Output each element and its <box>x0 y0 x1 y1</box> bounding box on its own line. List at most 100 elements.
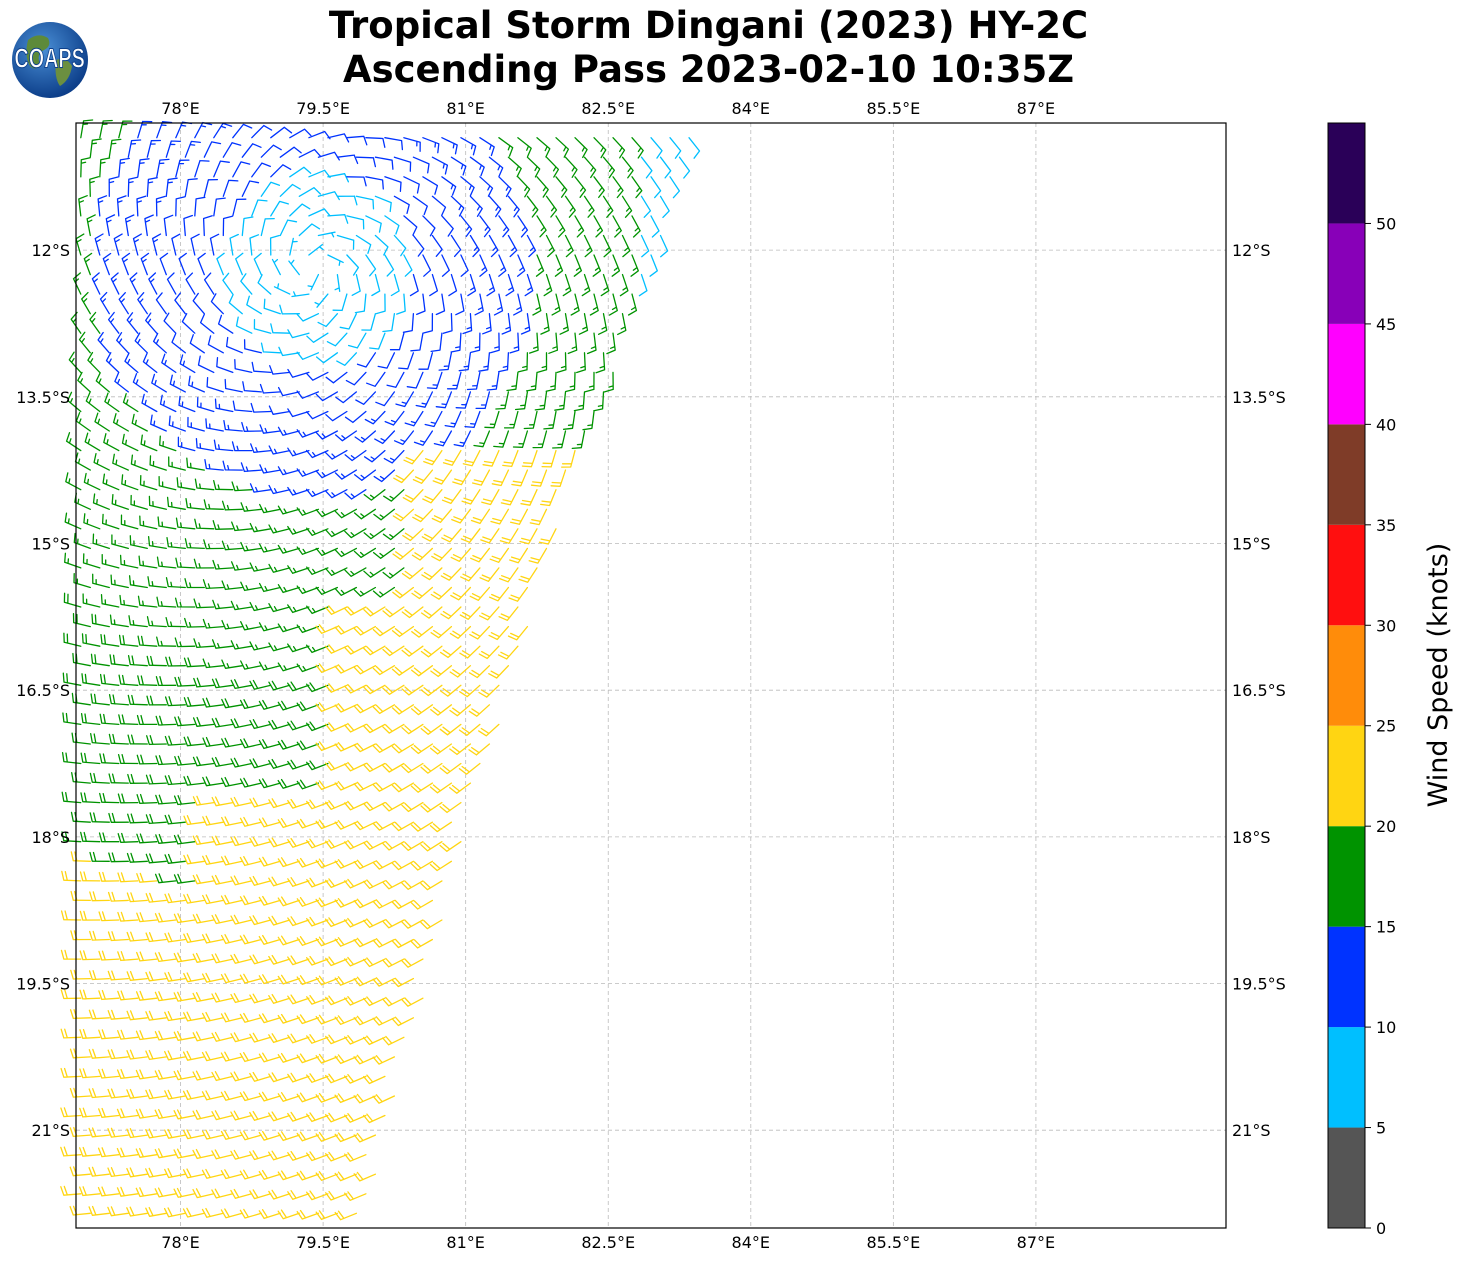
wind-barb-751 <box>439 645 462 659</box>
wind-barb-284 <box>137 292 148 315</box>
wind-barb-72 <box>213 160 230 178</box>
wind-barb-520 <box>334 469 358 480</box>
wind-barb-1121 <box>306 994 329 1005</box>
left-lat-ticks: 12°S 13.5°S 15°S 16.5°S 18°S 19.5°S 21°S <box>16 241 70 1140</box>
wind-barb-1047 <box>343 917 367 928</box>
wind-barb-1147 <box>98 1029 120 1040</box>
wind-barb-902 <box>296 779 320 790</box>
wind-barb-903 <box>315 780 339 791</box>
wind-barb-246 <box>562 273 572 297</box>
wind-barb-1304 <box>239 1208 262 1219</box>
wind-barb-863 <box>391 743 415 754</box>
wind-barb-597 <box>325 528 348 538</box>
wind-barb-571 <box>315 508 339 518</box>
wind-barb-40 <box>222 142 242 158</box>
wind-barb-776 <box>468 665 491 679</box>
wind-barb-649 <box>344 567 367 577</box>
right-lat-ticks: 12°S 13.5°S 15°S 16.5°S 18°S 19.5°S 21°S <box>1232 241 1286 1140</box>
wind-barb-836 <box>306 721 329 732</box>
lon-tick-bottom-1: 79.5°E <box>296 1233 350 1252</box>
wind-barb-833 <box>249 719 272 730</box>
wind-barb-501 <box>482 449 500 467</box>
wind-barb-838 <box>344 722 367 733</box>
wind-barb-811 <box>258 699 281 710</box>
wind-barb-141 <box>327 214 349 224</box>
wind-barb-124 <box>602 195 614 218</box>
wind-barb-999 <box>173 873 196 884</box>
wind-barb-301 <box>462 313 473 335</box>
wind-barb-123 <box>583 195 595 218</box>
wind-barb-1132 <box>164 1011 186 1022</box>
wind-barb-457 <box>168 415 186 432</box>
wind-barb-140 <box>308 208 331 217</box>
colorbar-segment-0 <box>1328 1127 1365 1228</box>
wind-barb-1228 <box>325 1112 348 1123</box>
wind-barb-135 <box>213 197 226 217</box>
wind-barb-1255 <box>211 1149 234 1160</box>
wind-barb-718 <box>277 623 300 633</box>
wind-barb-96 <box>669 176 681 199</box>
wind-barb-981 <box>220 855 243 866</box>
wind-barb-219 <box>630 254 639 277</box>
wind-barb-379 <box>287 368 310 378</box>
wind-barb-467 <box>354 430 377 443</box>
wind-barb-823 <box>62 712 82 726</box>
wind-barb-764 <box>240 660 262 670</box>
wind-barb-1244 <box>315 1131 339 1142</box>
wind-barb-1204 <box>201 1090 224 1101</box>
wind-barb-217 <box>592 254 602 277</box>
wind-barb-60 <box>602 156 616 179</box>
wind-barb-56 <box>526 156 541 178</box>
wind-barb-777 <box>488 665 510 679</box>
wind-barb-642 <box>212 559 234 570</box>
wind-barb-276 <box>551 293 561 316</box>
wind-barb-181 <box>507 234 518 258</box>
wind-barb-221 <box>83 252 93 276</box>
wind-barb-540 <box>213 479 234 491</box>
wind-barb-750 <box>420 645 443 658</box>
wind-barb-229 <box>235 252 244 276</box>
wind-barb-445 <box>464 410 481 429</box>
wind-barb-1200 <box>126 1088 148 1099</box>
wind-barb-905 <box>353 781 377 792</box>
wind-barb-834 <box>268 719 291 730</box>
wind-barb-492 <box>305 449 329 459</box>
wind-barb-944 <box>296 818 320 829</box>
wind-barb-422 <box>573 391 586 412</box>
wind-barb-1164 <box>88 1048 110 1059</box>
wind-barb-516 <box>259 464 281 474</box>
wind-barb-1023 <box>258 895 281 906</box>
wind-barb-344 <box>171 333 186 354</box>
wind-barb-271 <box>455 293 465 316</box>
wind-barb-1221 <box>192 1109 215 1120</box>
wind-barb-53 <box>469 156 485 177</box>
wind-barb-239 <box>429 273 439 297</box>
wind-barb-394 <box>584 371 595 393</box>
wind-barb-557 <box>540 489 557 507</box>
wind-barb-694 <box>268 603 291 613</box>
wind-barb-1270 <box>201 1168 224 1179</box>
wind-barb-1124 <box>363 996 386 1007</box>
wind-barb-69 <box>156 158 170 178</box>
wind-barb-1288 <box>230 1188 253 1199</box>
wind-barb-206 <box>384 254 395 277</box>
wind-barb-32 <box>688 137 701 159</box>
wind-barb-555 <box>500 489 519 506</box>
wind-barb-769 <box>334 664 358 674</box>
wind-barb-967 <box>344 839 367 850</box>
wind-barb-758 <box>127 655 148 667</box>
wind-barb-773 <box>411 665 434 677</box>
wind-barb-264 <box>314 293 329 308</box>
wind-barb-732 <box>81 633 101 647</box>
wind-barb-646 <box>287 565 310 574</box>
wind-barb-429 <box>159 394 177 413</box>
wind-barb-712 <box>165 616 186 628</box>
wind-barb-400 <box>151 373 167 393</box>
wind-barb-789 <box>268 680 291 691</box>
wind-barb-717 <box>258 622 281 632</box>
wind-barb-365 <box>576 352 586 374</box>
wind-barb-4 <box>156 121 173 139</box>
wind-barb-225 <box>159 252 169 276</box>
wind-barb-387 <box>446 371 462 390</box>
wind-barb-513 <box>204 458 224 471</box>
